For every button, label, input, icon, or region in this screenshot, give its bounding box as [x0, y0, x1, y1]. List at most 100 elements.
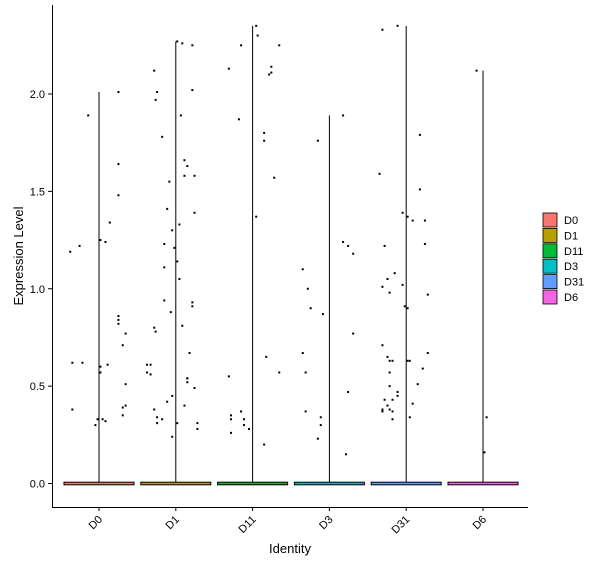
- data-point: [403, 305, 406, 308]
- data-point: [347, 244, 350, 247]
- data-point: [388, 291, 391, 294]
- data-point: [309, 307, 312, 310]
- data-point: [230, 431, 232, 434]
- data-point: [117, 315, 120, 318]
- data-point: [304, 410, 307, 413]
- legend-label: D0: [564, 215, 578, 227]
- legend-swatch: [542, 212, 558, 228]
- violin-group-d11: [217, 24, 289, 486]
- data-point: [168, 180, 171, 183]
- data-point: [319, 416, 322, 419]
- data-point: [381, 344, 384, 347]
- data-point: [381, 408, 384, 411]
- data-point: [237, 118, 240, 121]
- x-tick-label: D31: [390, 514, 413, 537]
- data-point: [101, 418, 104, 421]
- data-point: [186, 377, 189, 380]
- data-point: [344, 453, 347, 456]
- data-point: [166, 207, 169, 210]
- data-point: [304, 371, 307, 374]
- data-point: [146, 371, 148, 374]
- data-point: [71, 408, 74, 411]
- data-point: [124, 332, 127, 335]
- data-point: [193, 174, 196, 177]
- data-point: [104, 241, 107, 244]
- data-point: [388, 385, 391, 388]
- data-point: [342, 241, 345, 244]
- data-point: [268, 73, 271, 76]
- plot-area: [63, 24, 519, 486]
- data-point: [383, 398, 386, 401]
- data-point: [104, 420, 107, 423]
- data-point: [393, 272, 396, 275]
- data-point: [381, 285, 384, 288]
- data-point: [388, 371, 391, 374]
- data-point: [163, 299, 166, 302]
- data-point: [263, 443, 266, 446]
- data-point: [278, 371, 281, 374]
- data-point: [396, 24, 399, 27]
- legend-swatch: [542, 243, 558, 259]
- data-point: [321, 313, 324, 316]
- data-point: [69, 250, 72, 253]
- data-point: [117, 318, 120, 321]
- data-point: [191, 89, 194, 92]
- data-point: [169, 311, 172, 314]
- data-point: [181, 42, 184, 45]
- data-point: [242, 418, 245, 421]
- data-point: [383, 244, 386, 247]
- data-point: [248, 427, 250, 430]
- data-point: [71, 361, 74, 364]
- data-point: [388, 359, 391, 362]
- data-point: [423, 219, 426, 222]
- data-point: [154, 98, 157, 101]
- data-point: [124, 383, 127, 386]
- data-point: [386, 404, 389, 407]
- data-point: [406, 307, 409, 310]
- data-point: [406, 359, 409, 362]
- violin-base: [293, 481, 365, 486]
- legend-label: D1: [564, 230, 578, 242]
- data-point: [270, 71, 273, 74]
- data-point: [161, 135, 164, 138]
- data-point: [186, 381, 189, 384]
- data-point: [352, 252, 355, 255]
- data-point: [117, 91, 120, 94]
- data-point: [378, 172, 381, 175]
- data-point: [96, 418, 99, 421]
- y-tick-label: 1.5: [30, 186, 45, 198]
- data-point: [230, 414, 232, 417]
- data-point: [176, 260, 179, 263]
- data-point: [178, 278, 181, 281]
- data-point: [108, 221, 111, 224]
- data-point: [171, 435, 174, 438]
- x-tick-label: D6: [471, 514, 489, 532]
- data-point: [411, 402, 414, 405]
- data-point: [273, 176, 276, 179]
- data-point: [163, 266, 166, 269]
- data-point: [386, 278, 389, 281]
- data-point: [316, 437, 319, 440]
- data-point: [263, 139, 266, 142]
- data-point: [263, 131, 266, 134]
- data-point: [179, 114, 182, 117]
- legend-label: D11: [564, 246, 583, 258]
- data-point: [156, 91, 159, 94]
- data-point: [191, 44, 194, 47]
- data-point: [301, 268, 304, 271]
- data-point: [117, 322, 120, 325]
- data-point: [485, 416, 488, 419]
- legend-label: D31: [564, 277, 584, 289]
- data-point: [316, 139, 319, 142]
- legend-swatch: [542, 289, 558, 305]
- data-point: [186, 165, 189, 168]
- data-point: [156, 416, 159, 419]
- data-point: [391, 418, 394, 421]
- violin-group-d3: [293, 114, 365, 486]
- data-point: [196, 427, 199, 430]
- data-point: [78, 244, 81, 247]
- data-point: [396, 390, 399, 393]
- y-tick-label: 0.5: [30, 381, 45, 393]
- x-tick-label: D3: [317, 514, 335, 532]
- data-point: [421, 367, 424, 370]
